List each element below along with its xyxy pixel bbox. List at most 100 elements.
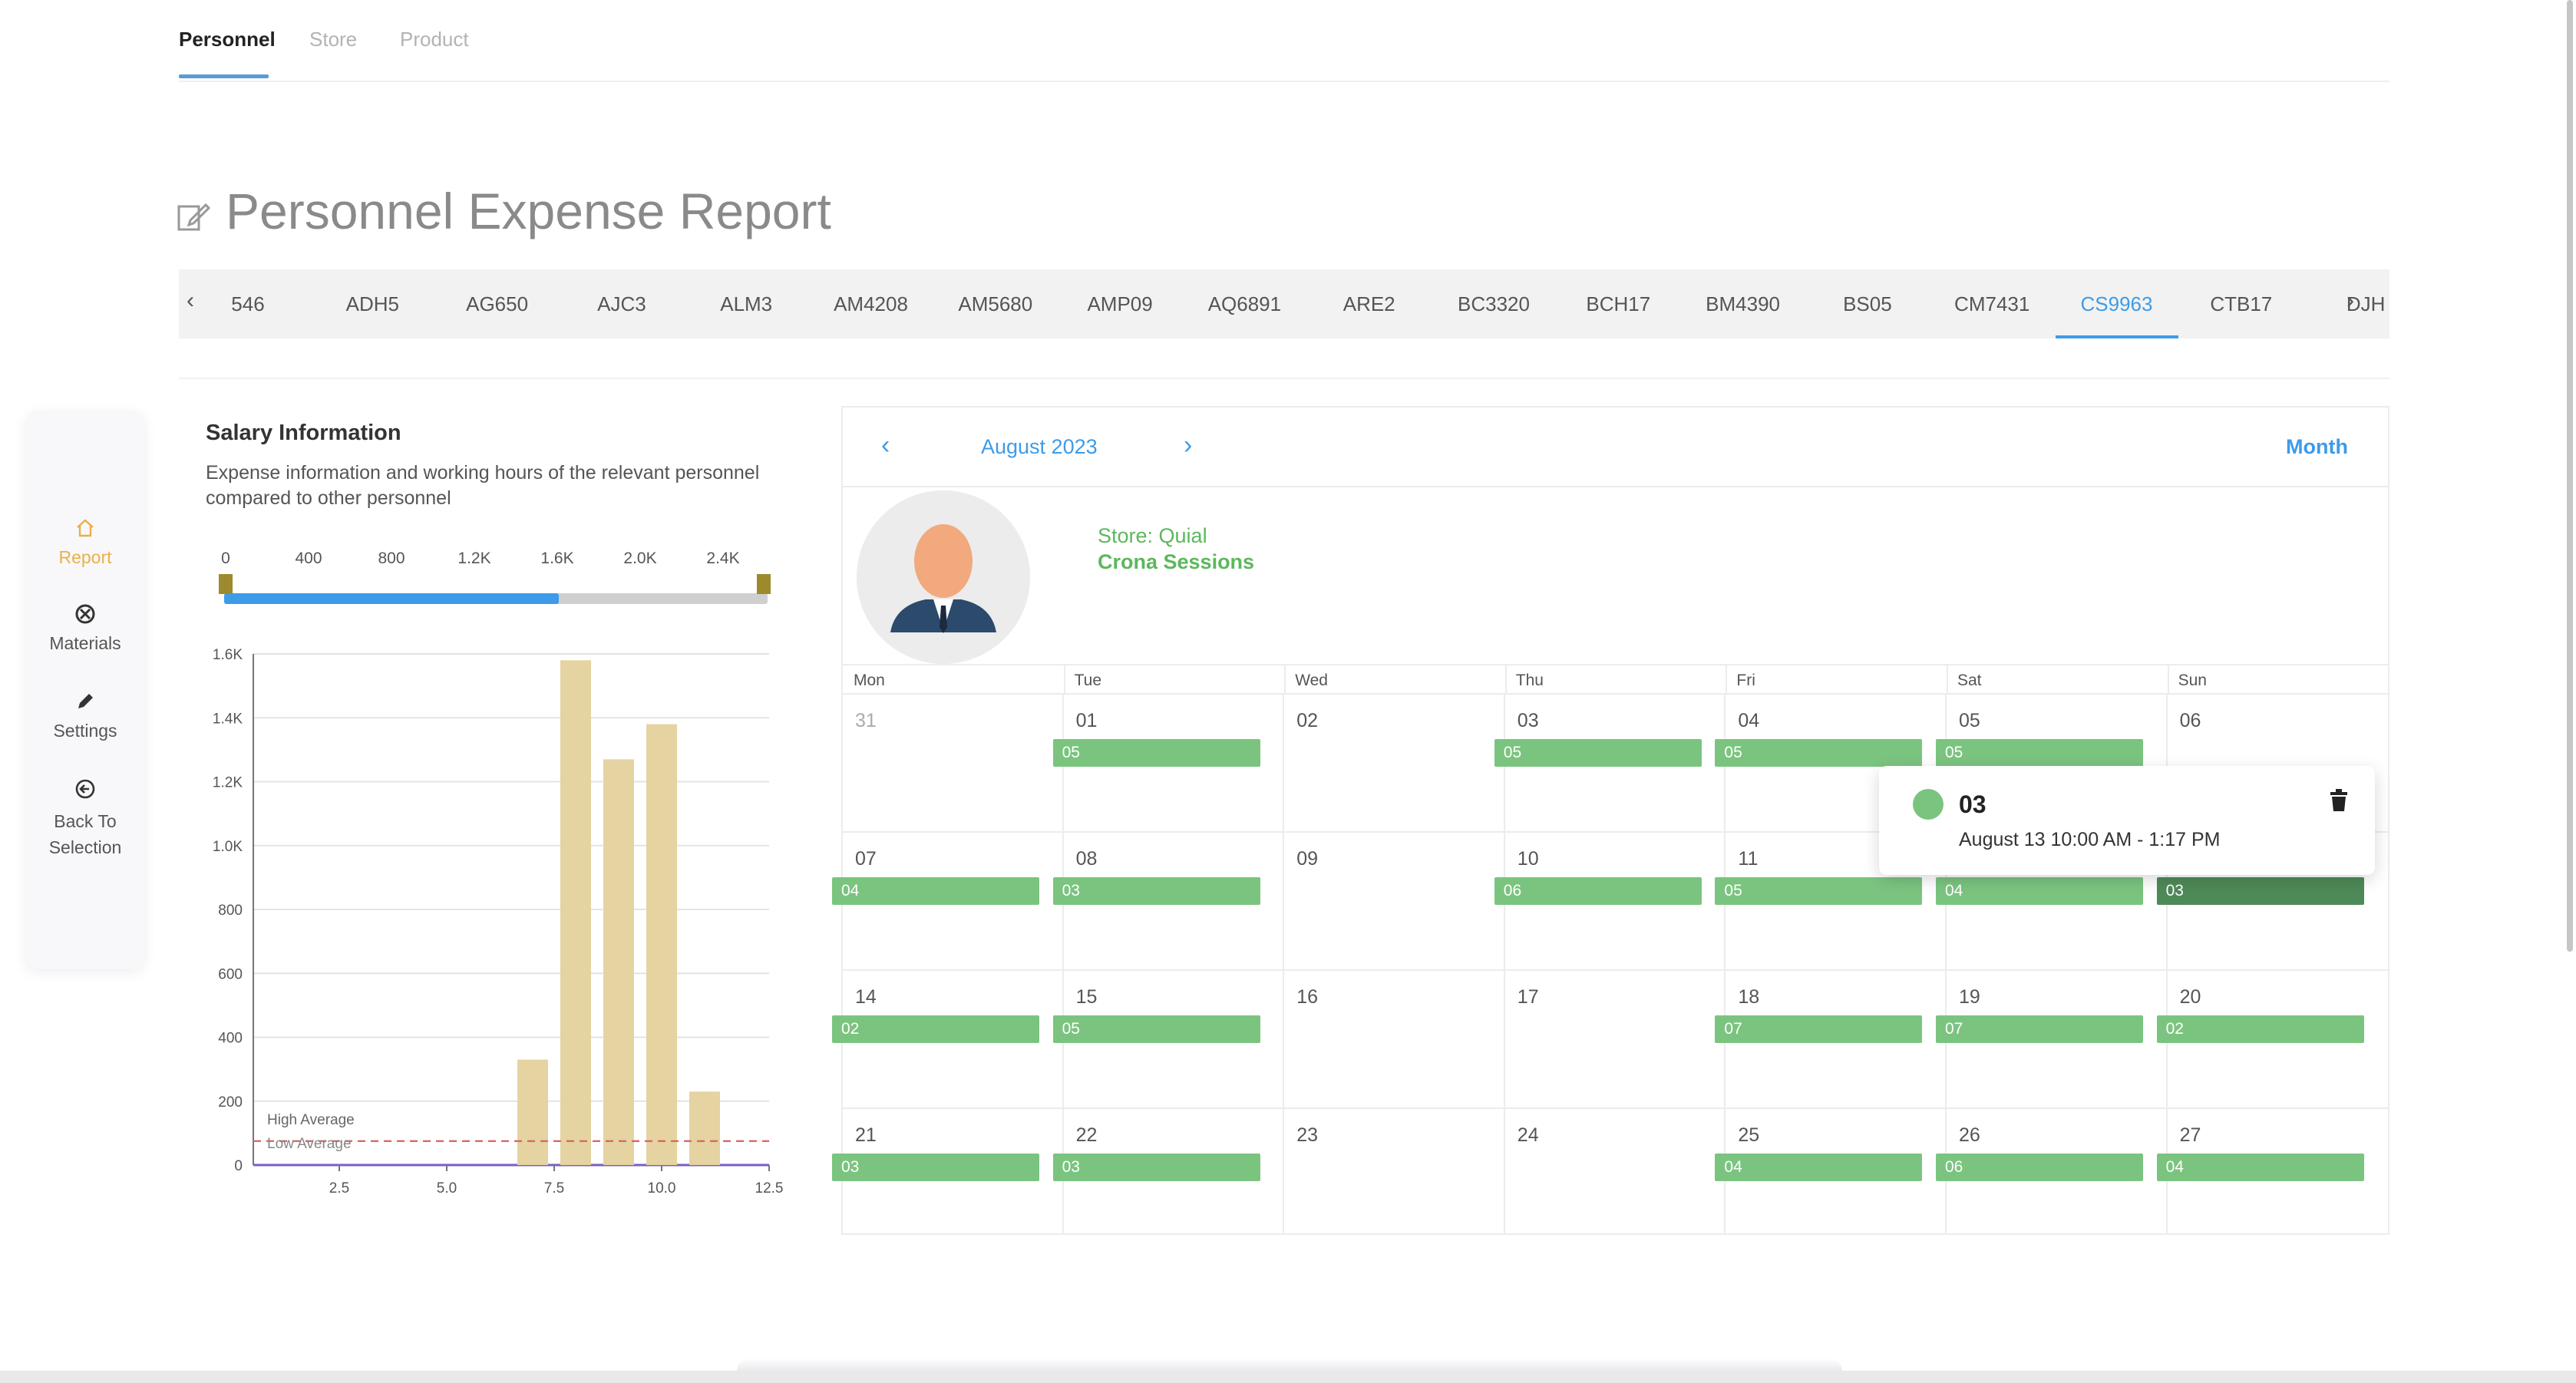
calendar-event[interactable]: 03 xyxy=(1052,877,1260,905)
side-item-report[interactable]: Report xyxy=(26,517,144,568)
personnel-code-tab[interactable]: ARE2 xyxy=(1342,292,1395,315)
chart-bar xyxy=(646,724,677,1165)
day-number: 08 xyxy=(1075,848,1098,870)
salary-slider-track[interactable] xyxy=(224,593,768,604)
salary-title: Salary Information xyxy=(206,421,401,445)
personnel-code-tab[interactable]: DJH xyxy=(2346,292,2386,315)
chart-bar xyxy=(560,660,591,1165)
calendar-day-cell[interactable]: 23 xyxy=(1284,1109,1505,1233)
bottom-edge xyxy=(0,1371,2576,1383)
day-number: 10 xyxy=(1517,848,1539,870)
personnel-code-tab[interactable]: ALM3 xyxy=(720,292,773,315)
salary-bar-chart: 0 200 400 600 800 1.0K 1.2K 1.4K 1.6K 2.5 5.0 7.5 10… xyxy=(213,647,784,1197)
y-tick-label: 1.0K xyxy=(213,839,243,855)
personnel-code-tabs: 546 ADH5 AG650 AJC3 ALM3 AM4208 AM5680 AMP09 AQ6… xyxy=(179,269,2389,338)
calendar-event[interactable]: 05 xyxy=(1052,1015,1260,1043)
calendar-event[interactable]: 03 xyxy=(832,1154,1039,1181)
x-tick-label: 7.5 xyxy=(544,1180,564,1197)
tab-product[interactable]: Product xyxy=(400,28,469,51)
calendar-event[interactable]: 05 xyxy=(1715,877,1923,905)
slider-tick-label: 2.4K xyxy=(706,550,740,567)
calendar-event[interactable]: 02 xyxy=(2156,1015,2364,1043)
calendar-event[interactable]: 07 xyxy=(1715,1015,1923,1043)
slider-handle-min[interactable] xyxy=(219,574,233,594)
chevron-left-icon[interactable]: ‹ xyxy=(187,288,194,313)
tab-store[interactable]: Store xyxy=(309,28,358,51)
x-tick-label: 10.0 xyxy=(648,1180,676,1197)
y-tick-label: 200 xyxy=(218,1094,243,1111)
calendar-day-cell[interactable]: 09 xyxy=(1284,833,1505,971)
calendar-event[interactable]: 02 xyxy=(832,1015,1039,1043)
home-icon xyxy=(77,519,94,537)
calendar: ‹ August 2023 › Month Store: Quial Crona… xyxy=(832,406,2389,1235)
personnel-code-tab[interactable]: AM5680 xyxy=(958,292,1033,315)
day-of-week-label: Tue xyxy=(1074,672,1102,689)
personnel-code-tab[interactable]: ADH5 xyxy=(345,292,399,315)
calendar-event[interactable]: 03 xyxy=(2156,877,2364,905)
day-number: 24 xyxy=(1517,1124,1539,1146)
personnel-code-tab[interactable]: AQ6891 xyxy=(1207,292,1282,315)
chart-bar xyxy=(689,1091,720,1165)
calendar-event[interactable]: 05 xyxy=(1052,739,1260,767)
reference-label-high: High Average xyxy=(267,1112,355,1128)
calendar-day-cell[interactable]: 17 xyxy=(1504,971,1726,1109)
x-tick-label: 5.0 xyxy=(437,1180,457,1197)
calendar-month-label: August 2023 xyxy=(981,435,1098,458)
calendar-event[interactable]: 06 xyxy=(1936,1154,2143,1181)
personnel-code-tab[interactable]: AG650 xyxy=(466,292,529,315)
calendar-day-cell[interactable]: 24 xyxy=(1505,1109,1726,1233)
personnel-code-tab[interactable]: BCH17 xyxy=(1586,292,1651,315)
chevron-right-icon[interactable]: › xyxy=(2346,288,2354,313)
chevron-left-icon[interactable]: ‹ xyxy=(881,431,890,460)
calendar-day-cell[interactable]: 20 xyxy=(2167,971,2389,1109)
personnel-code-tab[interactable]: CS9963 xyxy=(2080,292,2153,315)
slider-tick-label: 2.0K xyxy=(623,550,657,567)
calendar-event[interactable]: 04 xyxy=(832,877,1039,905)
calendar-event[interactable]: 05 xyxy=(1936,739,2143,767)
personnel-code-tab[interactable]: CTB17 xyxy=(2210,292,2273,315)
side-item-label: Settings xyxy=(53,721,117,741)
chevron-right-icon[interactable]: › xyxy=(1184,431,1193,460)
side-item-back-to-selection[interactable]: Back To Selection xyxy=(26,777,144,860)
calendar-day-cell[interactable]: 08 xyxy=(1063,833,1285,971)
calendar-day-cell[interactable]: 02 xyxy=(1284,695,1505,833)
calendar-day-cell[interactable] xyxy=(2167,833,2389,971)
calendar-header: ‹ August 2023 › Month xyxy=(843,408,2388,487)
day-number: 20 xyxy=(2179,986,2201,1008)
calendar-event[interactable]: 04 xyxy=(2156,1154,2364,1181)
calendar-day-cell[interactable]: 22 xyxy=(1064,1109,1285,1233)
page-scrollbar[interactable] xyxy=(2567,0,2573,952)
calendar-event[interactable]: 03 xyxy=(1052,1154,1260,1181)
calendar-day-cell[interactable]: 15 xyxy=(1063,971,1285,1109)
calendar-day-cell[interactable]: 16 xyxy=(1284,971,1505,1109)
calendar-day-cell[interactable]: 01 xyxy=(1063,695,1285,833)
calendar-event[interactable]: 04 xyxy=(1715,1154,1923,1181)
side-item-materials[interactable]: Materials xyxy=(26,602,144,654)
page-title: Personnel Expense Report xyxy=(226,183,831,239)
person-avatar-icon xyxy=(857,490,1030,664)
slider-handle-max[interactable] xyxy=(757,574,771,594)
personnel-code-tab[interactable]: BM4390 xyxy=(1706,292,1781,315)
day-of-week-label: Sat xyxy=(1957,672,1982,689)
personnel-code-tab[interactable]: AMP09 xyxy=(1087,292,1153,315)
trash-icon[interactable] xyxy=(2329,789,2349,812)
x-tick-label: 2.5 xyxy=(329,1180,349,1197)
calendar-event[interactable]: 04 xyxy=(1936,877,2143,905)
personnel-code-tab[interactable]: BC3320 xyxy=(1458,292,1530,315)
side-item-settings[interactable]: Settings xyxy=(26,690,144,741)
personnel-code-tab[interactable]: CM7431 xyxy=(1954,292,2030,315)
calendar-view-button[interactable]: Month xyxy=(2286,435,2348,458)
personnel-code-tab[interactable]: AM4208 xyxy=(834,292,908,315)
calendar-day-cell[interactable]: 27 xyxy=(2168,1109,2389,1233)
day-number: 01 xyxy=(1075,710,1098,731)
tab-personnel[interactable]: Personnel xyxy=(179,28,276,51)
calendar-event[interactable]: 06 xyxy=(1494,877,1702,905)
calendar-day-cell[interactable]: 31 xyxy=(843,695,1064,833)
personnel-code-tab[interactable]: AJC3 xyxy=(597,292,646,315)
calendar-event[interactable]: 07 xyxy=(1936,1015,2143,1043)
calendar-event[interactable]: 05 xyxy=(1494,739,1702,767)
personnel-code-tab[interactable]: BS05 xyxy=(1843,292,1892,315)
personnel-code-tab[interactable]: 546 xyxy=(231,292,265,315)
calendar-event[interactable]: 05 xyxy=(1715,739,1923,767)
event-popup-time: August 13 10:00 AM - 1:17 PM xyxy=(1959,829,2221,850)
